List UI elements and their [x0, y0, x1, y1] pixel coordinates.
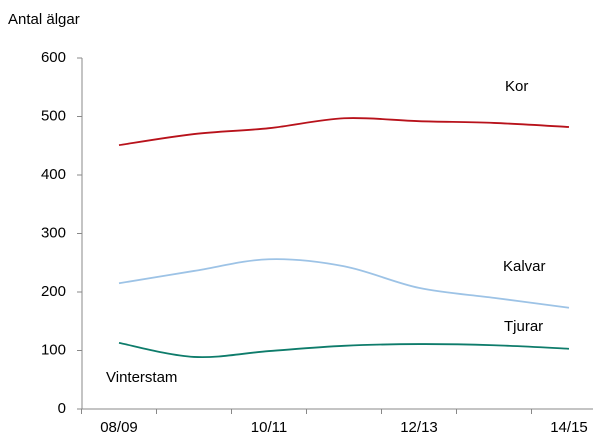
- y-tick-label: 500: [41, 107, 66, 124]
- series-label: Kalvar: [503, 258, 546, 275]
- x-tick-label: 08/09: [100, 419, 138, 436]
- series-label: Kor: [505, 78, 528, 95]
- y-tick-label: 600: [41, 49, 66, 66]
- x-tick-label: 12/13: [400, 419, 438, 436]
- series-line: [118, 258, 570, 309]
- x-tick-label: 14/15: [550, 419, 588, 436]
- annotation: Vinterstam: [106, 369, 177, 386]
- y-tick-label: 200: [41, 283, 66, 300]
- y-tick-label: 400: [41, 166, 66, 183]
- y-tick-label: 300: [41, 224, 66, 241]
- series-line: [118, 342, 570, 359]
- y-tick-label: 0: [58, 400, 66, 417]
- series-line: [118, 117, 570, 147]
- x-tick-label: 10/11: [251, 419, 287, 436]
- series-label: Tjurar: [504, 318, 543, 335]
- y-axis-label: Antal älgar: [8, 11, 80, 28]
- y-tick-label: 100: [41, 341, 66, 358]
